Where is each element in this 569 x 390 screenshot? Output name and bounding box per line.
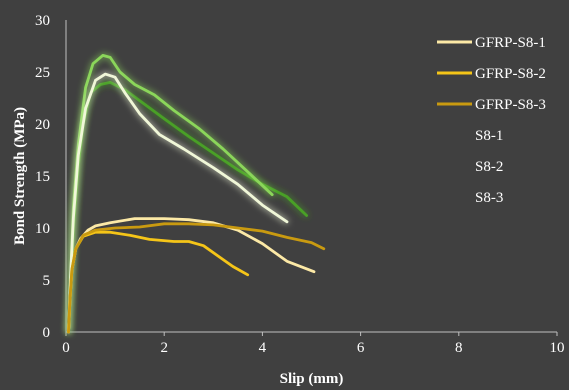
y-tick-label: 10 bbox=[35, 221, 50, 237]
y-tick-label: 20 bbox=[35, 117, 50, 133]
legend-label: S8-1 bbox=[475, 128, 503, 144]
series-line-gfrp-s8-2 bbox=[67, 230, 250, 334]
x-tick-label: 2 bbox=[160, 340, 168, 356]
series-line-gfrp-s8-3 bbox=[67, 222, 326, 334]
series-layer bbox=[67, 54, 326, 334]
x-tick-label: 6 bbox=[357, 340, 365, 356]
y-tick-label: 25 bbox=[35, 65, 50, 81]
legend: GFRP-S8-1 GFRP-S8-2 GFRP-S8-3 S8-1 S8-2 S8-3 bbox=[437, 35, 546, 206]
legend-label: S8-2 bbox=[475, 159, 503, 175]
x-tick-label: 0 bbox=[62, 340, 70, 356]
y-tick-label: 30 bbox=[35, 13, 50, 29]
legend-label: GFRP-S8-2 bbox=[475, 66, 546, 82]
series-line-s8-2 bbox=[67, 54, 274, 334]
y-tick-label: 15 bbox=[35, 169, 50, 185]
x-tick-label: 10 bbox=[550, 340, 565, 356]
axes-group: 0 2 4 6 8 10 0 5 10 15 20 25 30 bbox=[35, 13, 565, 356]
legend-label: GFRP-S8-3 bbox=[475, 97, 546, 113]
y-tick-label: 0 bbox=[43, 325, 51, 341]
y-axis-title: Bond Strength (MPa) bbox=[12, 107, 28, 245]
x-tick-label: 8 bbox=[455, 340, 463, 356]
x-tick-label: 4 bbox=[259, 340, 267, 356]
y-tick-label: 5 bbox=[43, 273, 51, 289]
x-axis-title: Slip (mm) bbox=[280, 371, 344, 387]
series-line-s8-3 bbox=[67, 72, 289, 334]
legend-label: GFRP-S8-1 bbox=[475, 35, 546, 51]
legend-label: S8-3 bbox=[475, 190, 503, 206]
